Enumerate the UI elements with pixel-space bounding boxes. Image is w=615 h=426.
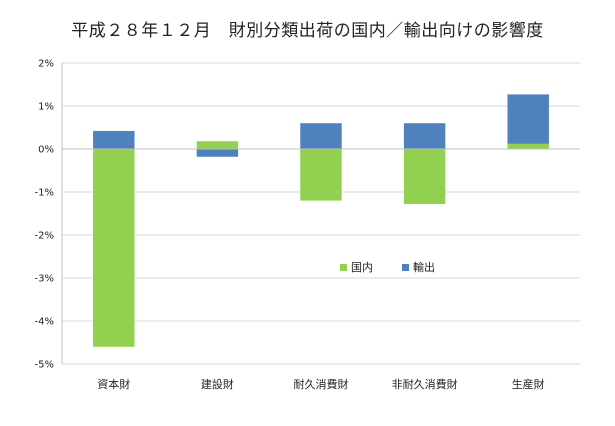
y-tick-label: 1% [38,102,54,113]
bar-export [403,123,446,149]
y-tick-label: -3% [35,274,54,285]
bar-export [196,149,239,157]
legend-label: 国内 [351,260,373,274]
bar-export [300,123,342,149]
chart-title: 平成２８年１２月 財別分類出荷の国内／輸出向けの影響度 [71,21,544,41]
y-tick-label: -2% [35,231,54,242]
bar-domestic [93,149,135,347]
bar-domestic [507,143,549,149]
bars [93,94,549,347]
legend-swatch [402,264,409,271]
legend-label: 輸出 [413,260,435,274]
y-tick-label: -4% [35,317,54,328]
bar-domestic [196,141,239,149]
x-tick-label: 資本財 [97,377,130,391]
legend: 国内 輸出 [340,260,435,274]
x-tick-label: 非耐久消費財 [392,377,458,391]
bar-export [507,94,549,144]
y-axis: 2% 1% 0% -1% -2% -3% -4% -5% [35,59,63,371]
gridlines [62,62,580,365]
bar-domestic [300,149,342,201]
x-tick-label: 生産財 [512,377,545,391]
bar-export [93,130,135,149]
y-tick-label: 2% [38,59,54,70]
y-tick-label: -5% [35,360,54,371]
x-tick-label: 耐久消費財 [294,377,349,391]
x-axis: 資本財 建設財 耐久消費財 非耐久消費財 生産財 [62,148,580,391]
y-tick-label: 0% [38,145,54,156]
legend-swatch [340,264,347,271]
y-tick-label: -1% [35,188,54,199]
bar-domestic [403,149,446,205]
x-tick-label: 建設財 [201,377,234,391]
